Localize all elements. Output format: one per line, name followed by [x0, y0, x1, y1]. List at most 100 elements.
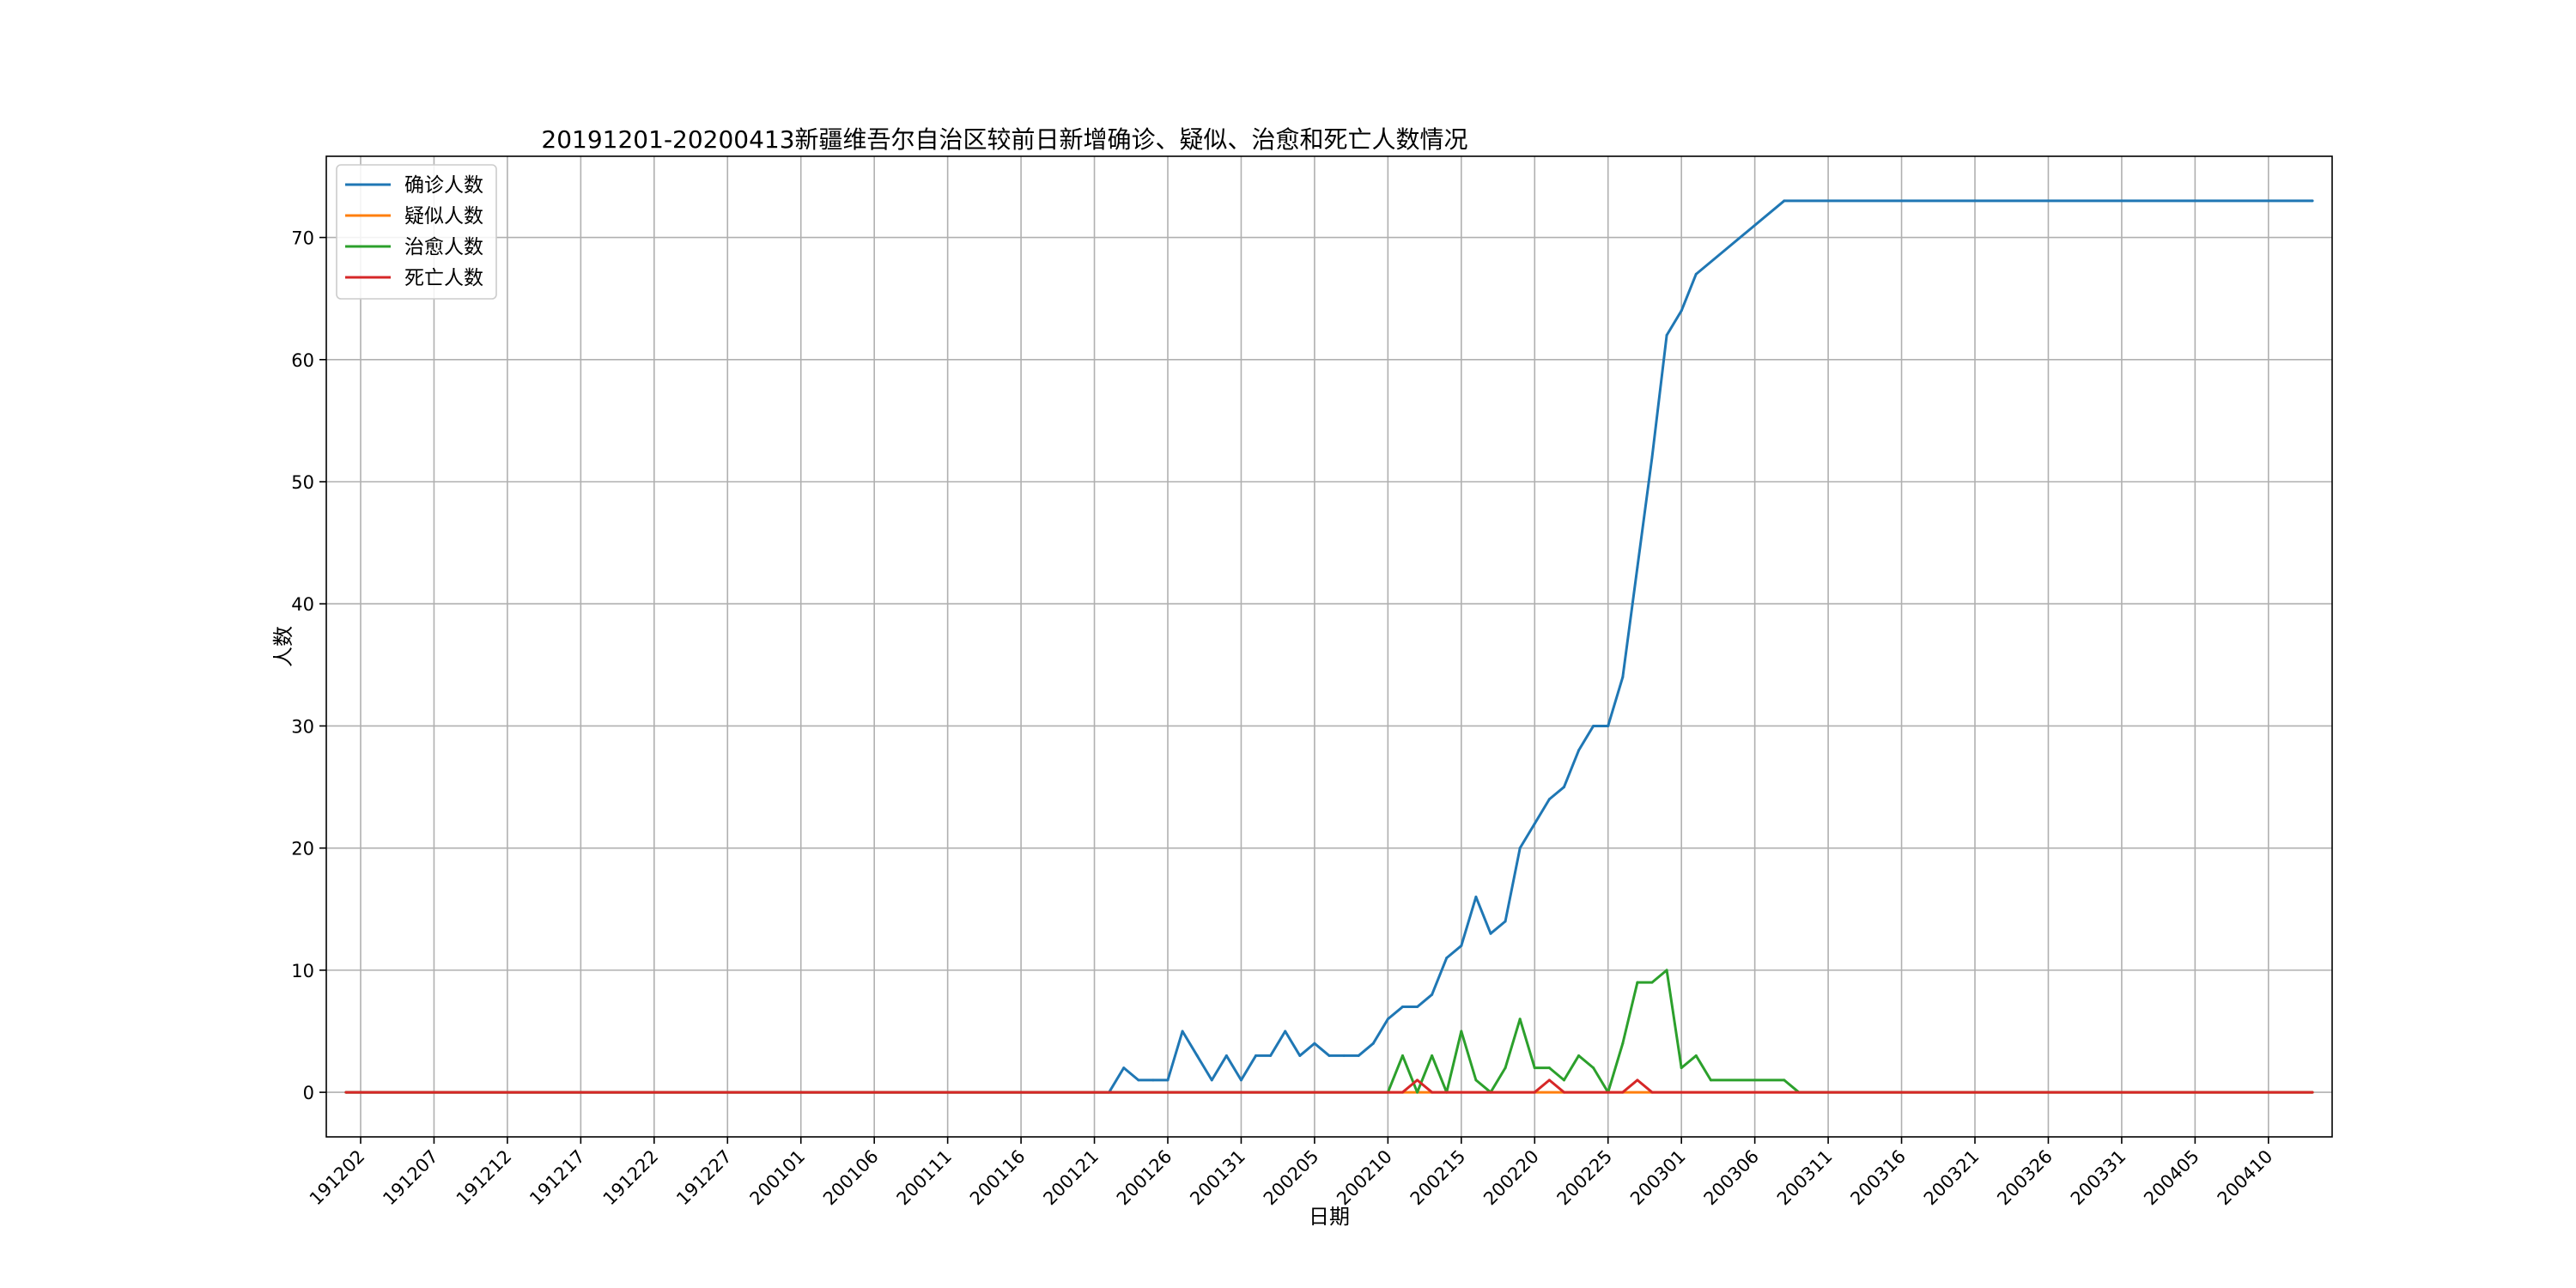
data-point: [1547, 1066, 1551, 1070]
data-point: [1474, 896, 1478, 899]
x-tick-label: 191217: [526, 1146, 589, 1210]
data-point: [1621, 676, 1625, 679]
x-tick-label: 200131: [1186, 1146, 1249, 1210]
data-point: [1269, 1054, 1273, 1057]
x-tick-label: 200106: [819, 1146, 883, 1210]
x-tick-label: 200101: [746, 1146, 810, 1210]
x-tick-label: 200225: [1553, 1146, 1617, 1210]
data-point: [1577, 1054, 1581, 1057]
data-point: [1665, 333, 1668, 337]
data-point: [1709, 1078, 1712, 1082]
data-point: [1313, 1042, 1316, 1045]
data-point: [1416, 1091, 1419, 1094]
data-point: [1474, 1078, 1478, 1082]
data-point: [1562, 786, 1565, 789]
data-point: [1680, 309, 1683, 313]
series-layer: [344, 199, 2314, 1094]
data-point: [1562, 1078, 1565, 1082]
data-point: [1210, 1078, 1213, 1082]
data-point: [1137, 1078, 1140, 1082]
legend-label: 死亡人数: [404, 267, 483, 289]
x-tick-label: 200316: [1846, 1146, 1910, 1210]
data-point: [1504, 1066, 1507, 1070]
data-point: [1416, 1005, 1419, 1009]
data-point: [1665, 969, 1668, 972]
data-point: [1327, 1054, 1331, 1057]
data-point: [1636, 1078, 1639, 1082]
data-point: [2311, 1091, 2314, 1094]
y-tick-label: 10: [291, 961, 314, 981]
chart-title: 20191201-20200413新疆维吾尔自治区较前日新增确诊、疑似、治愈和死…: [541, 125, 1467, 154]
data-point: [1195, 1054, 1199, 1057]
data-point: [1577, 749, 1581, 752]
data-point: [1783, 199, 1786, 203]
x-axis-ticks: 191202 191207 191212 191217 191222 191227 2001…: [306, 1137, 2276, 1209]
x-tick-label: 191202: [306, 1146, 369, 1210]
data-point: [1460, 1030, 1463, 1033]
data-point: [1504, 920, 1507, 923]
x-tick-label: 200410: [2214, 1146, 2277, 1210]
x-tick-label: 200121: [1039, 1146, 1103, 1210]
data-point: [1151, 1078, 1155, 1082]
legend-label: 确诊人数: [404, 174, 483, 197]
data-point: [1400, 1005, 1404, 1009]
legend-label: 治愈人数: [404, 236, 483, 258]
series-1: [344, 199, 2314, 1094]
x-tick-label: 191227: [672, 1146, 736, 1210]
x-tick-label: 200116: [966, 1146, 1030, 1210]
series-line: [345, 1078, 2313, 1094]
data-point: [1694, 272, 1698, 276]
data-point: [1533, 1091, 1536, 1094]
data-point: [1400, 1054, 1404, 1057]
y-tick-label: 20: [291, 839, 314, 860]
data-point: [1445, 957, 1449, 960]
data-point: [1239, 1078, 1242, 1082]
data-point: [1386, 1018, 1389, 1021]
data-point: [1621, 1091, 1625, 1094]
data-point: [1518, 1018, 1522, 1021]
data-point: [1783, 1078, 1786, 1082]
x-tick-label: 200301: [1626, 1146, 1690, 1210]
data-point: [1650, 1091, 1654, 1094]
plot-frame: [325, 155, 2333, 1138]
data-point: [1607, 724, 1610, 727]
data-point: [1431, 1054, 1434, 1057]
grid-lines: [326, 156, 2332, 1137]
legend-box: [336, 164, 497, 300]
data-point: [1489, 932, 1492, 935]
x-tick-label: 200321: [1920, 1146, 1984, 1210]
series-3: [344, 969, 2314, 1094]
data-point: [1400, 1091, 1404, 1094]
x-tick-label: 191207: [379, 1146, 442, 1210]
x-tick-label: 200205: [1260, 1146, 1323, 1210]
data-point: [1547, 1078, 1551, 1082]
y-tick-label: 70: [291, 228, 314, 249]
data-point: [1592, 1066, 1595, 1070]
data-point: [1255, 1054, 1258, 1057]
data-point: [1166, 1078, 1170, 1082]
data-point: [1416, 1078, 1419, 1082]
series-4: [344, 1078, 2314, 1094]
x-axis-label: 日期: [1309, 1205, 1350, 1229]
data-point: [1357, 1054, 1360, 1057]
x-tick-label: 200405: [2140, 1146, 2203, 1210]
data-point: [1562, 1091, 1565, 1094]
data-point: [1284, 1030, 1287, 1033]
y-tick-label: 30: [291, 716, 314, 737]
legend-label: 疑似人数: [404, 205, 483, 228]
x-tick-label: 200220: [1479, 1146, 1543, 1210]
data-point: [1592, 724, 1595, 727]
data-point: [1342, 1054, 1346, 1057]
x-tick-label: 200111: [893, 1146, 957, 1210]
x-tick-label: 200326: [1993, 1146, 2057, 1210]
data-point: [1224, 1054, 1228, 1057]
y-axis-ticks: 0 10 20 30 40 50 60 70: [291, 228, 326, 1103]
y-axis-label: 人数: [271, 626, 295, 667]
data-point: [1636, 981, 1639, 984]
data-point: [2311, 199, 2314, 203]
x-tick-label: 200210: [1333, 1146, 1396, 1210]
data-point: [1694, 1054, 1698, 1057]
data-point: [344, 1091, 348, 1094]
